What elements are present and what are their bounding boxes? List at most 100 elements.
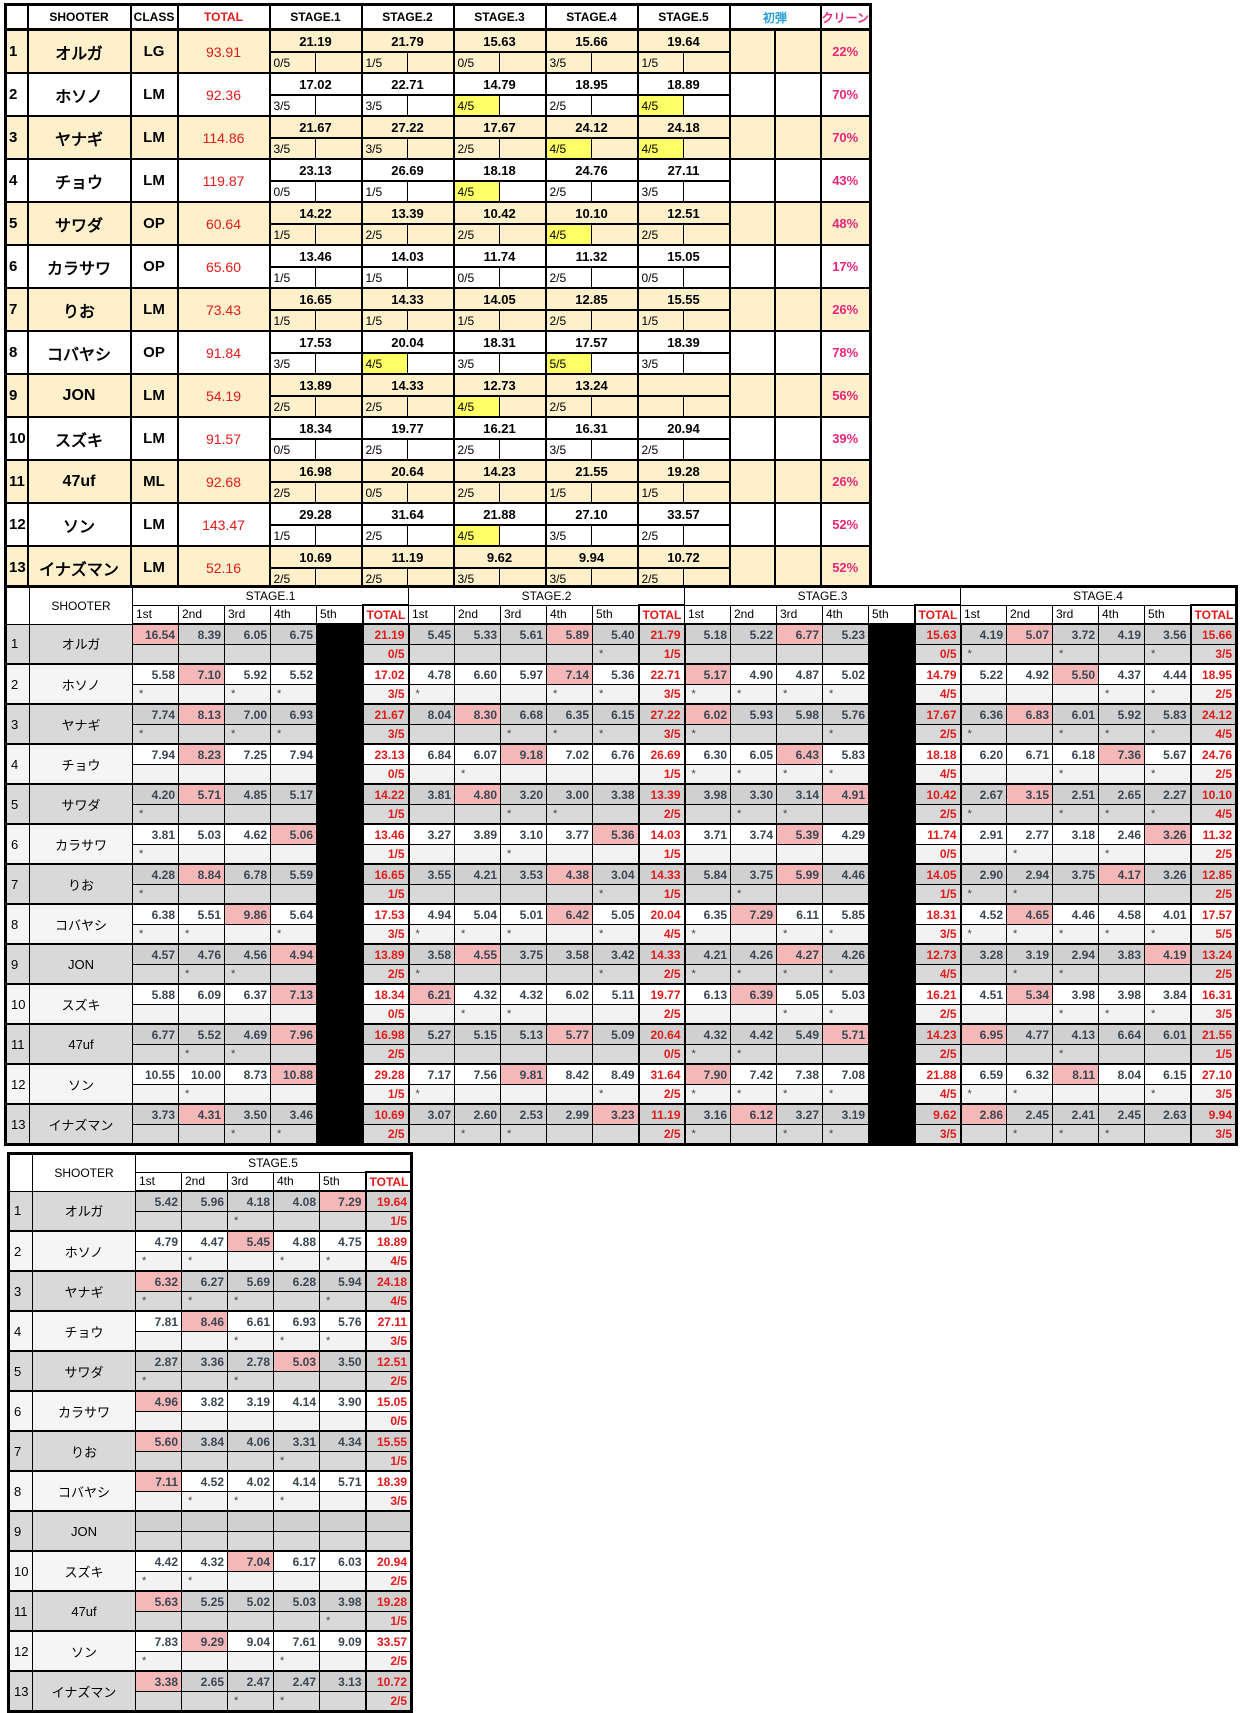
shooter-name: スズキ	[32, 1550, 136, 1592]
shot-time: 5.67	[1144, 743, 1191, 765]
shot-time: 2.67	[960, 783, 1007, 805]
stage-total: 18.34	[361, 983, 410, 1005]
detail-row-marks: 0/5 * 1/5 * * * * 4/5 * * 2/5	[5, 764, 1238, 785]
stage-clean-count: 2/5	[636, 525, 684, 546]
clean-rate: 78%	[819, 330, 872, 374]
detail-row-times: 4 チョウ 7.94 8.23 7.25 7.94 23.13 6.84 6.07 9.18 7.0…	[5, 743, 1238, 785]
clean-hit-mark	[273, 1531, 320, 1552]
shot-time: 4.92	[1006, 663, 1053, 685]
shooter-name: 47uf	[29, 1023, 133, 1065]
shot-time: 4.94	[408, 903, 455, 925]
shot-time: 5.03	[822, 983, 869, 1005]
shot-time: 3.26	[1144, 823, 1191, 845]
shooter-class: OP	[129, 201, 179, 245]
header-shooter: SHOOTER	[29, 586, 133, 625]
missing-shot-cell	[868, 783, 915, 825]
stage-clean-count: 0/5	[452, 52, 500, 73]
clean-hit-mark	[227, 1611, 274, 1632]
clean-hit-mark	[224, 1084, 271, 1105]
shot-time: 7.25	[224, 743, 271, 765]
stage-time: 27.11	[636, 158, 731, 182]
clean-hit-mark: *	[960, 804, 1007, 825]
clean-hit-mark	[224, 1004, 271, 1025]
summary-row-clean-counts: 1/5 1/5 1/5 2/5 1/5	[6, 310, 871, 331]
stage-total: 29.28	[361, 1063, 410, 1085]
shot-time: 6.30	[684, 743, 731, 765]
stage-total: 20.04	[637, 903, 686, 925]
stage-total: 11.19	[637, 1103, 686, 1125]
clean-hit-mark: *	[730, 1084, 777, 1105]
shot-time: 5.11	[592, 983, 639, 1005]
clean-hit-mark: *	[270, 924, 317, 945]
stage-clean-count: 4/5	[364, 1251, 413, 1272]
shooter-name: JON	[32, 1510, 136, 1552]
row-number: 10	[4, 416, 29, 460]
stage-total: 16.65	[361, 863, 410, 885]
stage-total: 12.51	[364, 1350, 413, 1372]
shot-time: 8.30	[454, 703, 501, 725]
shooter-total: 93.91	[176, 28, 271, 73]
stage-clean-count: 2/5	[544, 310, 592, 331]
stage-detail-table-1-4: SHOOTER STAGE.1 STAGE.2 STAGE.3 STAGE.4 1st 2n…	[4, 585, 1238, 1146]
shot-time: 7.90	[684, 1063, 731, 1085]
clean-hit-mark	[319, 1451, 366, 1472]
clean-hit-mark	[454, 1044, 501, 1065]
shot-time	[319, 1510, 366, 1532]
stage-clean-count: 1/5	[636, 482, 684, 503]
stage-clean-count: 4/5	[364, 1291, 413, 1312]
stage-clean-count: 1/5	[544, 482, 592, 503]
row-number: 7	[8, 1430, 33, 1472]
clean-hit-mark	[135, 1211, 182, 1232]
clean-hit-mark	[1052, 684, 1099, 705]
clean-hit-mark	[500, 684, 547, 705]
row-number: 6	[8, 1390, 33, 1432]
row-number: 8	[8, 1470, 33, 1512]
clean-hit-mark	[960, 764, 1007, 785]
shot-time: 7.36	[1098, 743, 1145, 765]
stage-clean-count: 3/5	[636, 181, 684, 202]
header-shot-2: 2nd	[1006, 604, 1053, 625]
stage-clean-count: 2/5	[913, 724, 962, 745]
stage-total: 17.53	[361, 903, 410, 925]
clean-hit-mark: *	[224, 684, 271, 705]
clean-hit-mark	[270, 844, 317, 865]
clean-hit-mark: *	[1144, 1084, 1191, 1105]
header-shot-1: 1st	[135, 1171, 182, 1192]
clean-hit-mark	[1098, 884, 1145, 905]
shot-time: 4.77	[1006, 1023, 1053, 1045]
shot-time: 3.84	[1144, 983, 1191, 1005]
clean-hit-mark: *	[500, 724, 547, 745]
shooter-name: イナズマン	[29, 1103, 133, 1145]
shot-time: 3.81	[408, 783, 455, 805]
clean-hit-mark: *	[1144, 924, 1191, 945]
clean-hit-mark	[684, 1004, 731, 1025]
shot-time: 5.63	[135, 1590, 182, 1612]
stage-clean-count: 2/5	[913, 804, 962, 825]
clean-hit-mark: *	[224, 724, 271, 745]
first-shot-cell-b	[773, 373, 822, 417]
shot-time: 7.29	[730, 903, 777, 925]
row-number: 1	[4, 28, 29, 73]
clean-hit-mark	[592, 844, 639, 865]
shot-time: 4.26	[730, 943, 777, 965]
clean-hit-mark: *	[1006, 884, 1053, 905]
first-shot-cell-b	[773, 287, 822, 331]
stage-time: 16.21	[452, 416, 547, 440]
first-shot-cell-b	[773, 72, 822, 116]
clean-hit-mark	[273, 1411, 320, 1432]
header-shot-5: 5th	[316, 604, 363, 625]
stage-time: 13.46	[268, 244, 363, 268]
stage-clean-count: 2/5	[268, 568, 316, 590]
clean-hit-mark	[273, 1291, 320, 1312]
shot-time: 3.10	[500, 823, 547, 845]
shot-time: 2.27	[1144, 783, 1191, 805]
clean-hit-mark	[181, 1531, 228, 1552]
clean-hit-mark	[730, 844, 777, 865]
shooter-name: ホソノ	[29, 663, 133, 705]
stage-time: 29.28	[268, 502, 363, 526]
clean-hit-mark: *	[319, 1611, 366, 1632]
stage-total: 17.02	[361, 663, 410, 685]
stage-clean-spacer	[315, 310, 363, 331]
clean-hit-mark	[178, 764, 225, 785]
header-stage-3: STAGE.3	[452, 4, 547, 31]
